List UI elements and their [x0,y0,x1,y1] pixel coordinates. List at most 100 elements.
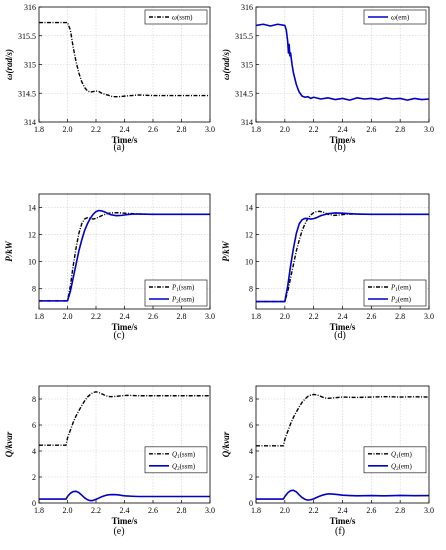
legend: Q1(em)Q2(em) [363,446,427,474]
chart-panel-2: 1.8 2.0 2.2 2.4 2.6 2.8 3.0 314 314.5 315 315.5 316… [221,3,434,153]
series-line-2 [39,490,210,502]
legend-entry-2: P2(em) [390,296,412,306]
x-tick-label: 2.6 [148,125,158,134]
y-tick-label: 315.5 [18,32,36,41]
legend-suffix: (ssm) [179,296,195,304]
y-tick-label: 315.5 [235,32,253,41]
legend-subscript: 2 [395,300,398,305]
x-tick-label: 1.8 [34,125,44,134]
series-line-2 [39,209,210,302]
chart-panel-5: 1.8 2.0 2.2 2.4 2.6 2.8 3.002468Q1(ssm)Q2(ssm)… [4,385,215,537]
panel-label: (d) [334,330,346,341]
legend-box [144,279,208,307]
plot-frame [38,193,211,310]
panel-label: (e) [113,526,124,537]
legend-symbol: P [171,296,177,304]
y-tick-label: 316 [241,3,253,12]
y-axis-label: Q/kvar [4,431,14,457]
chart-panel-1: 1.8 2.0 2.2 2.4 2.6 2.8 3.0 314 314.5 315 315.5 316… [4,3,215,153]
y-tick-label: 314.5 [235,89,253,98]
x-tick-label: 2.2 [91,506,101,515]
legend-symbol: P [390,284,396,292]
x-tick-label: 2.8 [395,125,405,134]
legend-subscript: 1 [176,288,179,293]
legend-box [363,279,427,307]
legend-box [144,446,208,474]
series-line-1 [256,210,429,303]
y-tick-label: 315 [241,61,253,70]
x-tick-label: 2.0 [280,506,290,515]
legend-entry-2: Q2(ssm) [172,462,196,472]
x-tick-label: 2.6 [366,125,376,134]
series-line-1 [39,211,210,302]
x-tick-label: 2.0 [63,312,73,321]
x-tick-label: 3.0 [424,125,434,134]
x-tick-label: 2.4 [120,125,130,134]
x-tick-label: 2.2 [91,312,101,321]
plot-frame [255,193,430,310]
legend-suffix: (em) [399,462,413,470]
x-tick-label: 2.4 [120,506,130,515]
legend-suffix: (ssm) [180,450,196,458]
legend-subscript: 1 [395,288,398,293]
legend: ω(ssm) [144,9,208,25]
legend-suffix: (ssm) [177,14,193,22]
x-tick-label: 2.8 [395,506,405,515]
legend-symbol: Q [172,450,177,458]
series-line-2 [256,212,429,303]
legend-suffix: (ssm) [179,284,195,292]
legend-suffix: (ssm) [180,462,196,470]
x-tick-label: 1.8 [251,506,261,515]
x-tick-label: 2.8 [177,125,187,134]
legend: ω(em) [363,9,427,25]
x-tick-label: 2.4 [338,506,348,515]
y-axis-label: P/kW [4,240,14,261]
x-tick-label: 1.8 [34,506,44,515]
legend: Q1(ssm)Q2(ssm) [144,446,208,474]
legend-subscript: 2 [176,300,179,305]
y-tick-label: 315 [24,61,36,70]
x-tick-label: 2.6 [366,506,376,515]
y-tick-label: 0 [32,499,36,508]
panel-label: (b) [334,142,346,153]
y-tick-label: 6 [249,421,253,430]
panel-label: (f) [335,526,345,537]
legend-suffix: (em) [398,296,412,304]
x-tick-label: 2.8 [177,506,187,515]
x-tick-label: 2.0 [280,125,290,134]
y-tick-label: 4 [249,447,253,456]
y-axis-label: ω(rad/s) [221,49,231,80]
x-tick-label: 3.0 [205,125,215,134]
y-axis-label: ω(rad/s) [4,49,14,80]
y-tick-label: 10 [28,258,36,267]
y-tick-label: 314 [241,118,253,127]
legend-box [144,9,208,25]
legend-entry-2: Q2(em) [391,462,412,472]
x-tick-label: 3.0 [205,506,215,515]
chart-panel-6: 1.8 2.0 2.2 2.4 2.6 2.8 3.002468Q1(em)Q2(em)Ti… [221,385,434,537]
legend-entry-1: ω(em) [391,14,410,22]
x-axis-label: Time/s [330,135,356,145]
y-tick-label: 4 [32,447,36,456]
x-tick-label: 3.0 [424,506,434,515]
legend-entry-2: P2(ssm) [171,296,195,306]
legend-subscript: 1 [177,455,180,460]
series-line-1 [256,23,429,101]
legend-box [363,446,427,474]
legend-entry-1: P1(em) [390,284,412,294]
x-tick-label: 1.8 [251,125,261,134]
legend-entry-1: P1(ssm) [171,284,195,294]
y-tick-label: 14 [28,204,36,213]
legend-suffix: (em) [396,14,410,22]
legend-symbol: ω [172,14,177,22]
x-tick-label: 2.6 [366,312,376,321]
x-tick-label: 2.6 [148,312,158,321]
x-tick-label: 2.6 [148,506,158,515]
x-tick-label: 2.4 [120,312,130,321]
y-tick-label: 0 [249,499,253,508]
legend-suffix: (em) [399,450,413,458]
x-tick-label: 2.4 [338,312,348,321]
x-tick-label: 2.8 [177,312,187,321]
x-axis-label: Time/s [112,516,138,526]
legend-symbol: P [171,284,177,292]
